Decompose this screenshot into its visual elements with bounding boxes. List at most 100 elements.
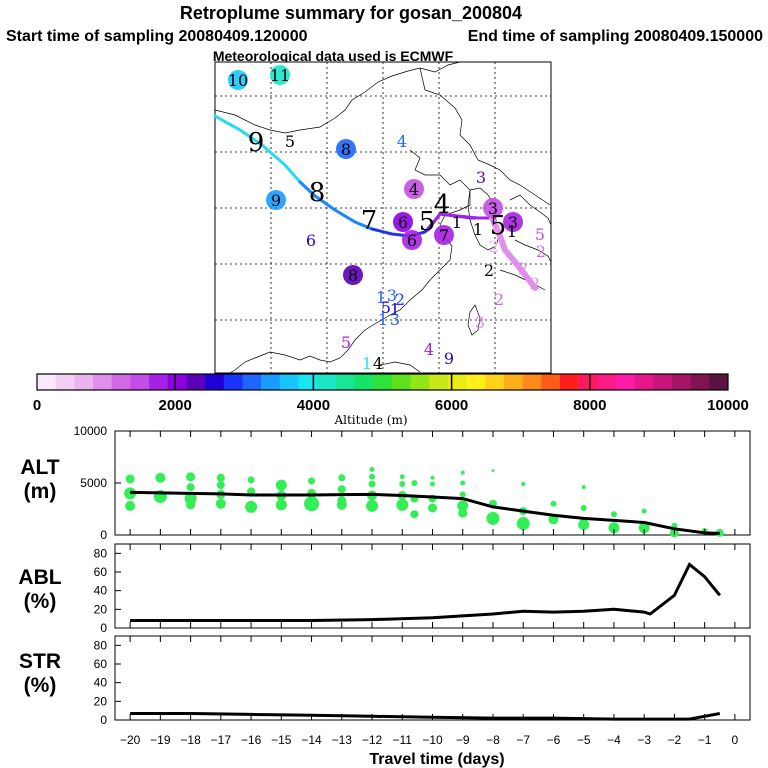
x-tick-label: −1 [698, 733, 712, 747]
trajectory-label: 3 [488, 199, 498, 218]
colorbar-tick-label: 4000 [297, 397, 330, 414]
trajectory-label: 6 [398, 213, 408, 232]
alt-scatter-point [581, 485, 586, 490]
alt-scatter-point [410, 510, 419, 519]
alt-scatter-point [610, 511, 617, 518]
alt-scatter-point [338, 474, 346, 482]
x-tick-label: −14 [301, 733, 322, 747]
colorbar-cell [242, 374, 262, 390]
trajectory-bubble [483, 198, 503, 218]
trajectory-label: 2 [489, 237, 499, 256]
colorbar-cell [597, 374, 617, 390]
alt-scatter-point [396, 498, 409, 511]
colorbar-cell [559, 374, 579, 390]
y-tick-label: 40 [94, 584, 108, 598]
colorbar-cell [503, 374, 523, 390]
trajectory-label: 2 [530, 274, 540, 293]
colorbar-cell [317, 374, 337, 390]
abl-y-ticks: 0 20 40 60 80 [94, 546, 121, 635]
trajectory-label: 3 [475, 313, 485, 332]
y-tick-label: 20 [94, 694, 108, 708]
alt-scatter-point [430, 475, 435, 480]
trajectory-label: 2 [484, 261, 494, 280]
trajectory-label: 3 [508, 213, 518, 232]
trajectory-label: 2 [494, 290, 504, 309]
trajectory-path [213, 114, 538, 291]
colorbar-cell [149, 374, 169, 390]
trajectory-label: 4 [434, 190, 451, 220]
x-tick-label: −7 [516, 733, 530, 747]
trajectory-label: 7 [361, 206, 378, 236]
alt-scatter-point [186, 500, 196, 510]
str-label: STR [19, 650, 61, 673]
y-tick-label: 0 [100, 528, 107, 542]
trajectory-bubble [503, 212, 523, 232]
colorbar-cell [298, 374, 318, 390]
colorbar-cell [93, 374, 113, 390]
trajectory-label: 5 [535, 225, 545, 244]
alt-scatter-point [336, 499, 347, 510]
alt-scatter-point [399, 474, 405, 480]
colorbar-cells [37, 374, 729, 390]
trajectory-bubble [402, 230, 422, 250]
alt-scatter-point [186, 472, 196, 482]
trajectory-label: 6 [407, 231, 417, 250]
colorbar-cell [466, 374, 486, 390]
colorbar-cell [223, 374, 243, 390]
alt-scatter-point [608, 522, 620, 534]
colorbar-cell [373, 374, 393, 390]
x-tick-label: −15 [271, 733, 292, 747]
trajectory-label: 8 [348, 266, 358, 285]
colorbar-cell [522, 374, 542, 390]
trajectory-label: 2 [395, 290, 405, 309]
alt-scatter-point [457, 500, 469, 512]
y-tick-label: 60 [94, 565, 108, 579]
y-tick-label: 80 [94, 546, 108, 560]
alt-scatter-point [399, 481, 406, 488]
trajectory-label: 9 [271, 191, 281, 210]
alt-scatter-point [638, 522, 650, 534]
colorbar-cell [167, 374, 187, 390]
trajectory-label: 3 [390, 310, 400, 329]
trajectory-label: 8 [341, 140, 351, 159]
trajectory-label: 5 [490, 211, 507, 241]
str-y-ticks: 0 20 40 60 80 [94, 638, 121, 727]
trajectory-label: 9 [444, 349, 454, 368]
alt-scatter-point [247, 487, 256, 496]
colorbar-cell [634, 374, 654, 390]
trajectory-label: 1 [390, 300, 400, 319]
trajectory-label: 8 [309, 178, 326, 208]
x-tick-label: −18 [180, 733, 201, 747]
alt-unit: (m) [24, 480, 57, 503]
trajectory-label: 2 [536, 242, 546, 261]
alt-scatter-point [550, 500, 557, 507]
alt-scatter-point [125, 500, 136, 511]
trajectory-label: 11 [270, 66, 290, 85]
alt-scatter-point [578, 519, 590, 531]
colorbar-cell [578, 374, 598, 390]
trajectory-label: 1 [473, 220, 483, 239]
trajectory-bubble [336, 139, 356, 159]
colorbar-cell [447, 374, 467, 390]
alt-scatter-point [125, 474, 135, 484]
alt-scatter-point [275, 479, 287, 491]
alt-scatter-point [216, 481, 225, 490]
x-tick-label: 0 [732, 733, 739, 747]
panel-abl: ABL (%) 0 20 40 60 80 [18, 543, 751, 635]
abl-label: ABL [18, 566, 61, 589]
colorbar-cell [279, 374, 299, 390]
altitude-colorbar: 0 2000 4000 6000 8000 10000 Altitude (m) [33, 373, 749, 427]
trajectory-bubble [393, 212, 413, 232]
colorbar-title: Altitude (m) [333, 413, 407, 427]
alt-scatter-point [580, 504, 587, 511]
x-tick-label: −20 [120, 733, 141, 747]
trajectory-label: 3 [476, 168, 486, 187]
alt-scatter-point [155, 472, 166, 483]
sampling-end-label: End time of sampling 20080409.150000 [468, 28, 763, 45]
y-tick-label: 40 [94, 676, 108, 690]
alt-scatter-point [215, 498, 226, 509]
alt-y-ticks: 0 5000 10000 [74, 424, 121, 542]
colorbar-tick-label: 6000 [435, 397, 468, 414]
y-tick-label: 60 [94, 657, 108, 671]
colorbar-tick-label: 0 [33, 397, 41, 414]
